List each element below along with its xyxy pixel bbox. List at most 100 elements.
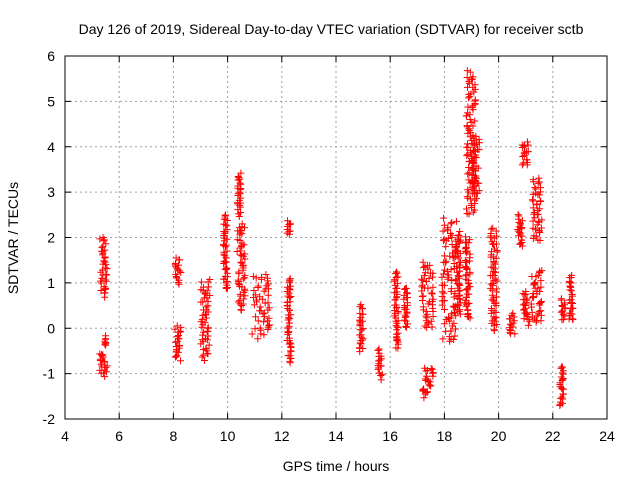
data-point-plus (441, 266, 449, 274)
x-axis-label: GPS time / hours (283, 458, 390, 474)
data-point-plus (529, 176, 537, 184)
data-point-plus (102, 332, 110, 340)
data-point-plus (451, 325, 459, 333)
data-point-plus (428, 365, 436, 373)
data-point-plus (566, 309, 574, 317)
data-point-plus (492, 275, 500, 283)
data-point-plus (202, 314, 210, 322)
x-tick-label: 20 (491, 428, 507, 444)
data-point-plus (204, 297, 212, 305)
data-point-plus (376, 356, 384, 364)
data-point-plus (235, 281, 243, 289)
data-point-plus (440, 320, 448, 328)
data-point-plus (392, 268, 400, 276)
y-tick-label: 1 (47, 275, 55, 291)
x-tick-label: 8 (170, 428, 178, 444)
data-point-plus (464, 103, 472, 111)
data-point-plus (530, 232, 538, 240)
data-point-plus (402, 284, 410, 292)
data-point-plus (521, 300, 529, 308)
x-tick-label: 22 (545, 428, 561, 444)
data-point-plus (237, 180, 245, 188)
data-point-plus (535, 174, 543, 182)
data-point-plus (468, 153, 476, 161)
data-point-plus (423, 372, 431, 380)
data-point-plus (439, 237, 447, 245)
data-point-plus (239, 275, 247, 283)
data-point-plus (102, 270, 110, 278)
data-point-plus (523, 295, 531, 303)
data-point-plus (241, 287, 249, 295)
data-point-plus (457, 236, 465, 244)
data-point-plus (393, 269, 401, 277)
data-point-plus (198, 353, 206, 361)
data-point-plus (487, 263, 495, 271)
data-point-plus (171, 353, 179, 361)
data-point-plus (451, 289, 459, 297)
chart-title: Day 126 of 2019, Sidereal Day-to-day VTE… (79, 21, 584, 37)
data-point-plus (522, 287, 530, 295)
data-point-plus (568, 304, 576, 312)
data-point-plus (176, 341, 184, 349)
data-point-plus (424, 319, 432, 327)
data-point-plus (468, 200, 476, 208)
data-point-plus (461, 245, 469, 253)
data-point-plus (440, 297, 448, 305)
data-point-plus (238, 302, 246, 310)
data-point-plus (463, 193, 471, 201)
data-point-plus (452, 302, 460, 310)
data-point-plus (176, 327, 184, 335)
data-point-plus (100, 357, 108, 365)
data-point-plus (236, 290, 244, 298)
data-point-plus (221, 252, 229, 260)
data-point-plus (241, 250, 249, 258)
data-point-plus (440, 235, 448, 243)
data-point-plus (447, 220, 455, 228)
data-point-plus (261, 299, 269, 307)
data-point-plus (197, 278, 205, 286)
data-point-plus (419, 258, 427, 266)
data-point-plus (465, 79, 473, 87)
data-point-plus (199, 331, 207, 339)
data-point-plus (447, 266, 455, 274)
data-point-plus (532, 185, 540, 193)
data-point-plus (99, 351, 107, 359)
data-point-plus (471, 117, 479, 125)
data-point-plus (200, 283, 208, 291)
data-point-plus (465, 210, 473, 218)
data-point-plus (440, 306, 448, 314)
data-point-plus (177, 357, 185, 365)
data-point-plus (427, 289, 435, 297)
data-point-plus (523, 148, 531, 156)
data-point-plus (518, 217, 526, 225)
data-point-plus (529, 204, 537, 212)
data-point-plus (493, 285, 501, 293)
data-point-plus (199, 298, 207, 306)
data-point-plus (237, 306, 245, 314)
data-point-plus (96, 350, 104, 358)
data-point-plus (557, 296, 565, 304)
data-point-plus (254, 317, 262, 325)
data-point-plus (463, 209, 471, 217)
data-point-plus (252, 274, 260, 282)
data-point-plus (424, 284, 432, 292)
data-point-plus (448, 240, 456, 248)
data-point-plus (531, 183, 539, 191)
data-points (96, 67, 577, 410)
data-point-plus (256, 324, 264, 332)
y-tick-label: -1 (43, 366, 56, 382)
data-point-plus (238, 259, 246, 267)
data-point-plus (287, 311, 295, 319)
data-point-plus (473, 179, 481, 187)
data-point-plus (557, 364, 565, 372)
data-point-plus (221, 212, 229, 220)
y-tick-label: -2 (43, 411, 56, 427)
data-point-plus (428, 290, 436, 298)
data-point-plus (463, 122, 471, 130)
x-tick-label: 6 (115, 428, 123, 444)
data-point-plus (527, 300, 535, 308)
data-point-plus (374, 346, 382, 354)
data-point-plus (517, 240, 525, 248)
data-point-plus (462, 272, 470, 280)
data-point-plus (536, 205, 544, 213)
